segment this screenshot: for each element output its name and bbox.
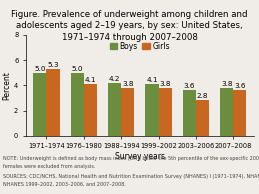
Text: 3.8: 3.8 — [122, 81, 133, 87]
Text: 3.6: 3.6 — [184, 83, 195, 89]
Text: 3.6: 3.6 — [234, 83, 246, 89]
Bar — [183, 90, 196, 136]
Text: Figure. Prevalence of underweight among children and
adolescents aged 2–19 years: Figure. Prevalence of underweight among … — [11, 10, 248, 42]
Bar — [84, 84, 97, 136]
Bar — [46, 69, 60, 136]
Bar — [71, 73, 84, 136]
Bar — [233, 90, 246, 136]
Text: SOURCES: CDC/NCHS, National Health and Nutrition Examination Survey (NHANES) I (: SOURCES: CDC/NCHS, National Health and N… — [3, 174, 259, 179]
Bar — [159, 88, 172, 136]
Bar — [196, 100, 209, 136]
X-axis label: Survey years: Survey years — [115, 152, 165, 161]
Text: 5.0: 5.0 — [71, 66, 83, 72]
Y-axis label: Percent: Percent — [2, 71, 11, 100]
Legend: Boys, Girls: Boys, Girls — [107, 39, 173, 54]
Bar — [121, 88, 134, 136]
Bar — [108, 83, 121, 136]
Bar — [146, 84, 159, 136]
Text: 5.3: 5.3 — [47, 62, 59, 68]
Text: 4.2: 4.2 — [109, 76, 120, 82]
Text: 3.8: 3.8 — [221, 81, 233, 87]
Text: females were excluded from analysis.: females were excluded from analysis. — [3, 164, 95, 169]
Text: 2.8: 2.8 — [197, 94, 208, 100]
Bar — [220, 88, 233, 136]
Bar — [33, 73, 46, 136]
Text: 5.0: 5.0 — [34, 66, 46, 72]
Text: 3.8: 3.8 — [159, 81, 171, 87]
Text: 4.1: 4.1 — [85, 77, 96, 83]
Text: 4.1: 4.1 — [146, 77, 158, 83]
Text: NHANES 1999–2002, 2003–2006, and 2007–2008.: NHANES 1999–2002, 2003–2006, and 2007–20… — [3, 181, 125, 186]
Text: NOTE: Underweight is defined as body mass index (BMI) below the 5th percentile o: NOTE: Underweight is defined as body mas… — [3, 156, 259, 161]
